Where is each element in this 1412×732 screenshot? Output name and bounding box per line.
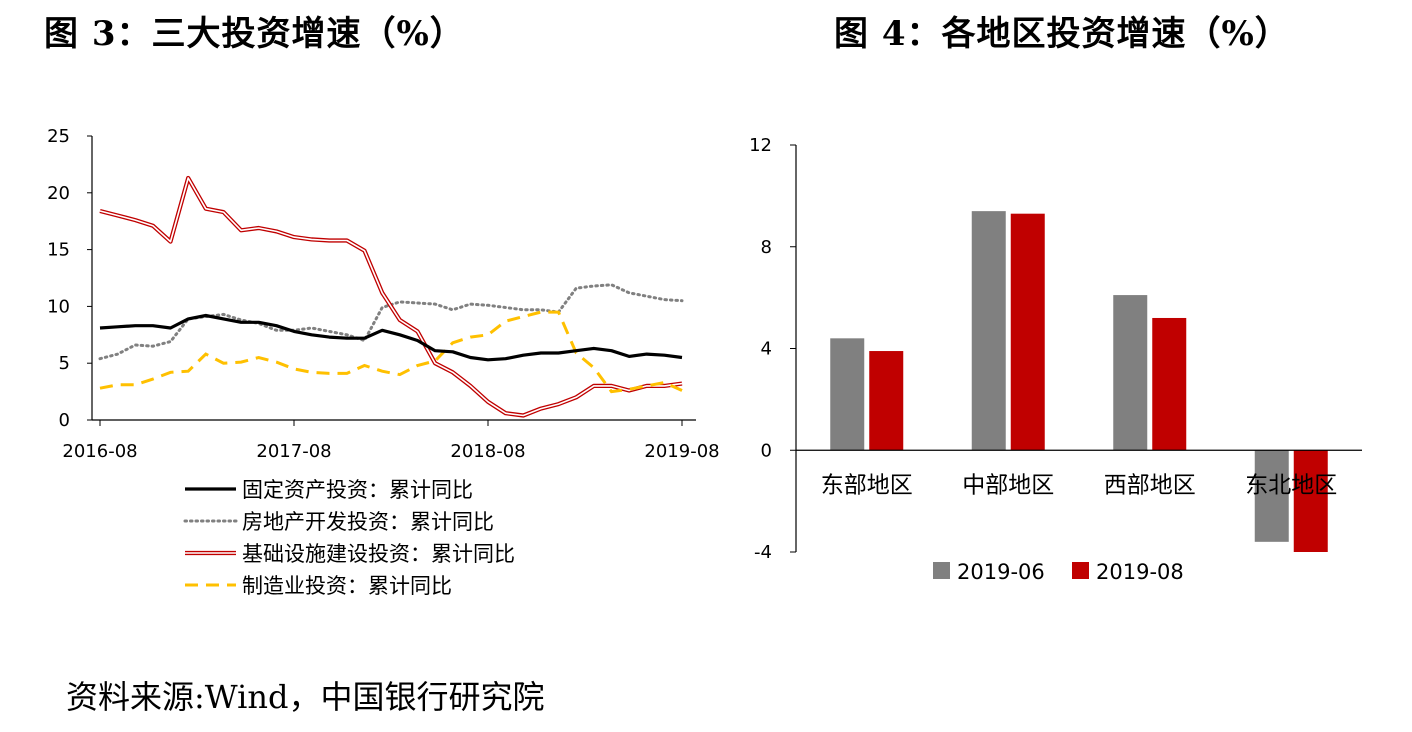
bar-northeast-2019-08 [1293, 450, 1328, 552]
legend-label-2019-08: 2019-08 [1096, 560, 1184, 584]
y-tick-label: 5 [59, 353, 70, 374]
legend-swatch-2019-08 [1072, 562, 1089, 579]
category-label-northeast: 东北地区 [1245, 472, 1337, 498]
bar-central-2019-08 [1010, 213, 1045, 451]
bar-east-2019-06 [830, 338, 865, 451]
legend-fixed-asset-investment-label: 固定资产投资：累计同比 [242, 478, 473, 502]
manufacturing-investment-line [99, 310, 683, 394]
y-tick-label: 20 [47, 183, 70, 204]
bar-west-2019-08 [1152, 317, 1187, 451]
y-tick-label: 12 [749, 135, 772, 156]
y-tick-label: 0 [59, 410, 70, 431]
y-tick-label: 25 [47, 126, 70, 147]
regional-bar-chart: 东部地区 中部地区 西部地区 东北地区 -4 0 4 8 12 2019-06 2019-08 [749, 135, 1362, 584]
fixed-asset-investment-line [99, 313, 683, 362]
category-label-west: 西部地区 [1104, 472, 1196, 498]
bar-west-2019-06 [1113, 295, 1148, 451]
bar-central-2019-06 [971, 211, 1006, 451]
x-tick-label: 2017-08 [256, 441, 331, 462]
x-tick-label: 2016-08 [62, 441, 137, 462]
source-note: 资料来源:Wind，中国银行研究院 [66, 678, 545, 716]
legend-swatch-2019-06 [933, 562, 950, 579]
legend-label-2019-06: 2019-06 [957, 560, 1045, 584]
legend-real-estate-investment-label: 房地产开发投资：累计同比 [242, 510, 494, 534]
bar-northeast-2019-06 [1254, 450, 1289, 542]
y-tick-label: 8 [761, 237, 772, 258]
y-tick-label: 15 [47, 240, 70, 261]
legend-infrastructure-investment-label: 基础设施建设投资：累计同比 [242, 542, 515, 566]
y-tick-label: -4 [754, 542, 772, 563]
x-tick-label: 2019-08 [644, 441, 719, 462]
figure-4-title: 图 4：各地区投资增速（%） [834, 14, 1290, 54]
legend-manufacturing-investment-label: 制造业投资：累计同比 [242, 574, 452, 598]
bar-east-2019-08 [869, 351, 904, 451]
x-tick-label: 2018-08 [450, 441, 525, 462]
y-tick-label: 4 [761, 339, 772, 360]
y-tick-label: 10 [47, 296, 70, 317]
figure-3-title: 图 3：三大投资增速（%） [44, 14, 465, 54]
category-label-east: 东部地区 [821, 472, 913, 498]
category-label-central: 中部地区 [962, 472, 1054, 498]
y-tick-label: 0 [761, 440, 772, 461]
investment-line-chart: 0 5 10 15 20 25 2016-08 2017-08 2018-08 2019-08 固定… [47, 126, 720, 598]
infrastructure-investment-line-inner [99, 177, 683, 417]
infrastructure-investment-line-outer [99, 175, 683, 418]
